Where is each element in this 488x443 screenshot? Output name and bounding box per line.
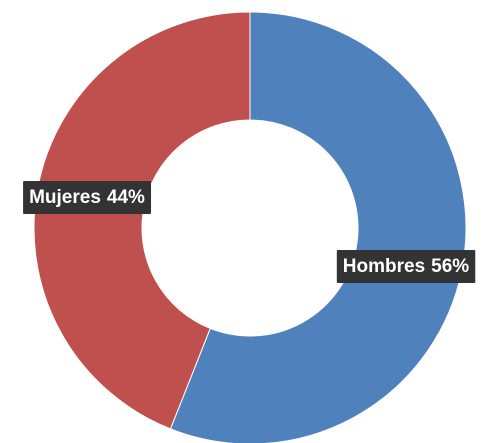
donut-slice <box>169 11 467 443</box>
label-box <box>336 250 476 284</box>
label-box <box>23 181 152 215</box>
value-label: 56% <box>431 256 469 277</box>
value-label: 44% <box>107 187 145 208</box>
data-label: Mujeres 44% <box>29 187 145 208</box>
data-label: Hombres 56% <box>343 256 469 277</box>
category-name: Mujeres <box>29 187 101 208</box>
category-name: Hombres <box>343 256 425 277</box>
donut-slice <box>33 11 251 430</box>
